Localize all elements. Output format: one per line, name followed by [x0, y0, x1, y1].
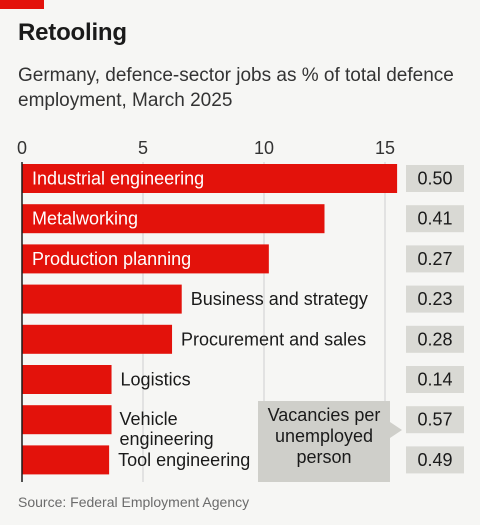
- callout-box: [258, 401, 402, 482]
- bar: [22, 284, 182, 314]
- callout-label: Vacancies per unemployed person: [268, 405, 381, 467]
- value-badge: [406, 406, 464, 434]
- source-note: Source: Federal Employment Agency: [18, 494, 250, 510]
- value-badge: [406, 285, 464, 313]
- bar: [22, 204, 325, 234]
- bar-label: Business and strategy: [191, 289, 368, 309]
- bar: [22, 445, 110, 475]
- value-badge: [406, 366, 464, 393]
- value-badge-text: 0.57: [417, 410, 452, 430]
- chart-subtitle: Germany, defence-sector jobs as % of tot…: [18, 65, 454, 111]
- value-badge-text: 0.27: [417, 249, 452, 269]
- bar: [22, 324, 173, 354]
- x-tick-label: 10: [254, 138, 274, 158]
- bar: [22, 405, 112, 435]
- value-badge: [406, 245, 464, 273]
- bar-label: Logistics: [121, 370, 191, 390]
- value-badge-text: 0.23: [417, 289, 452, 309]
- value-badge: [406, 325, 464, 353]
- bar: [22, 365, 112, 394]
- bar: [22, 244, 269, 274]
- brand-tag: [0, 0, 44, 9]
- chart-title: Retooling: [18, 19, 127, 46]
- bar-label: Production planning: [32, 249, 191, 269]
- x-tick-label: 5: [138, 138, 148, 158]
- bar-label: Industrial engineering: [32, 169, 204, 189]
- value-badge: [406, 205, 464, 233]
- value-badge-text: 0.14: [417, 370, 452, 390]
- value-badge: [406, 165, 464, 192]
- x-tick-label: 0: [17, 138, 27, 158]
- value-badge-text: 0.28: [417, 329, 452, 349]
- value-badge-text: 0.41: [417, 209, 452, 229]
- value-badge-text: 0.50: [417, 169, 452, 189]
- x-tick-label: 15: [375, 138, 395, 158]
- bar-label: Procurement and sales: [181, 329, 366, 349]
- value-badge-text: 0.49: [417, 450, 452, 470]
- bar-label: Metalworking: [32, 209, 138, 229]
- bar-label: Tool engineering: [118, 450, 250, 470]
- bar-label: Vehicle engineering: [120, 409, 214, 449]
- bar: [22, 164, 398, 193]
- value-badge: [406, 446, 464, 474]
